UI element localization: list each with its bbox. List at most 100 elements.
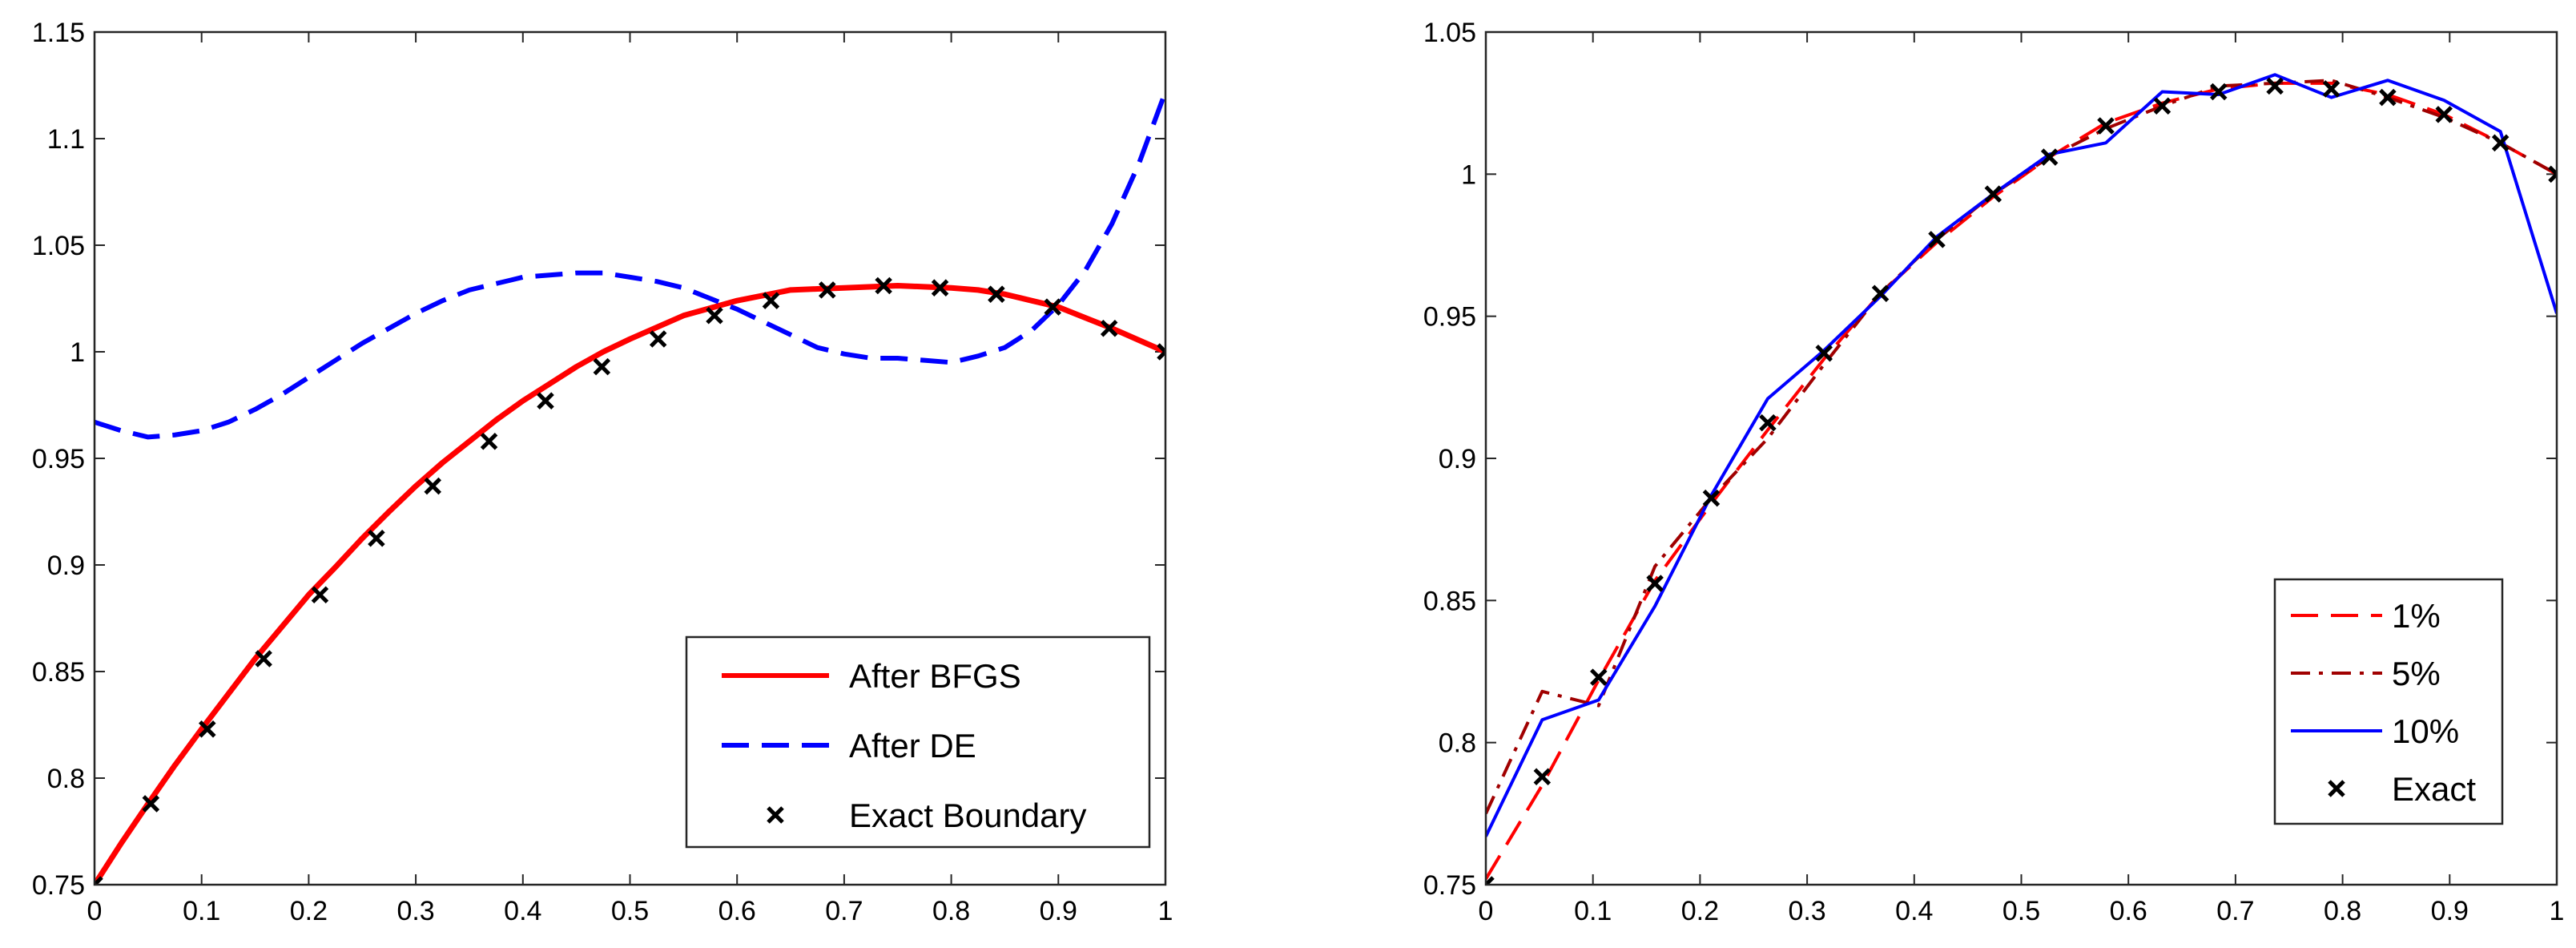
x-tick-label: 0.6 — [2110, 896, 2147, 926]
x-tick-label: 0.7 — [825, 896, 863, 926]
series-10-percent-line — [1486, 73, 2557, 837]
data-point-marker — [1533, 768, 1552, 785]
data-point-marker — [706, 307, 723, 325]
y-tick-label: 0.95 — [32, 444, 85, 474]
data-point-marker — [593, 357, 611, 376]
series-after-bfgs-line — [95, 283, 1165, 885]
y-tick-label: 1 — [70, 337, 85, 368]
series-5-percent-line — [1486, 79, 2557, 815]
data-point-marker — [649, 330, 667, 348]
legend-label-5-percent: 5% — [2392, 655, 2441, 692]
x-tick-label: 0.3 — [396, 896, 434, 926]
legend-label-after-de: After DE — [849, 727, 976, 764]
series-exact-markers — [1486, 77, 2557, 885]
series-layer — [1486, 73, 2557, 885]
data-point-marker — [311, 586, 329, 604]
y-tick-label: 1.1 — [47, 124, 85, 155]
series-1-percent-line — [1486, 81, 2557, 880]
x-tick-label: 0.1 — [183, 896, 220, 926]
data-point-marker — [1486, 876, 1495, 885]
y-tick-label: 1.05 — [1423, 18, 1476, 48]
data-point-marker — [819, 281, 836, 299]
y-tick-label: 0.95 — [1423, 302, 1476, 333]
axes: 0 0.1 0.2 0.3 0.4 0.5 0.6 0.7 0.8 0.9 1 0.75 0.8 0.85… — [32, 18, 1173, 926]
data-point-marker — [931, 279, 949, 297]
plot-frame — [93, 30, 1167, 886]
data-point-marker — [1157, 343, 1165, 361]
legend-label-after-bfgs: After BFGS — [849, 657, 1021, 695]
series-layer — [95, 91, 1165, 885]
data-point-marker — [199, 720, 216, 738]
y-tick-label: 0.9 — [1439, 444, 1476, 474]
data-point-marker — [2435, 106, 2453, 123]
y-tick-label: 0.8 — [1439, 728, 1476, 759]
y-tick-label: 0.75 — [1423, 870, 1476, 901]
data-point-marker — [2379, 88, 2397, 107]
x-tick-label: 1 — [1158, 896, 1173, 926]
series-exact-boundary-markers — [95, 276, 1165, 885]
x-tick-label: 0.4 — [1895, 896, 1933, 926]
x-tick-label: 0.7 — [2216, 896, 2254, 926]
y-tick-label: 0.75 — [32, 870, 85, 901]
x-tick-label: 0.5 — [2002, 896, 2040, 926]
data-point-marker — [2266, 77, 2284, 95]
x-tick-label: 0.3 — [1788, 896, 1825, 926]
y-tick-label: 1.05 — [32, 231, 85, 261]
data-point-marker — [1702, 489, 1721, 507]
data-point-marker — [1646, 575, 1664, 592]
legend-box — [685, 635, 1151, 849]
data-point-marker — [2210, 83, 2228, 101]
plot-frame — [1484, 30, 2558, 886]
data-point-marker — [2153, 97, 2171, 115]
y-tick-label: 1 — [1461, 159, 1476, 190]
legend-swatch-exact-boundary — [767, 806, 784, 824]
x-tick-label: 0.1 — [1574, 896, 1612, 926]
x-tick-label: 0.8 — [2324, 896, 2361, 926]
y-tick-label: 0.85 — [1423, 586, 1476, 616]
data-point-marker — [2322, 80, 2341, 98]
x-tick-label: 0.9 — [2431, 896, 2469, 926]
axes: 0 0.1 0.2 0.3 0.4 0.5 0.6 0.7 0.8 0.9 1 0.75 0.8 0.85… — [1423, 18, 2565, 926]
x-tick-label: 0 — [1479, 896, 1494, 926]
y-tick-label: 1.15 — [32, 18, 85, 48]
right-chart-panel: 0 0.1 0.2 0.3 0.4 0.5 0.6 0.7 0.8 0.9 1 0.75 0.8 0.85… — [1423, 18, 2565, 926]
data-point-marker — [762, 292, 780, 309]
x-tick-label: 1 — [2550, 896, 2565, 926]
data-point-marker — [2097, 117, 2115, 135]
data-point-marker — [142, 795, 160, 813]
data-point-marker — [1871, 284, 1890, 303]
data-point-marker — [2040, 148, 2059, 166]
left-chart-panel: 0 0.1 0.2 0.3 0.4 0.5 0.6 0.7 0.8 0.9 1 0.75 0.8 0.85… — [32, 18, 1173, 926]
data-point-marker — [1100, 319, 1118, 337]
x-tick-label: 0.5 — [611, 896, 649, 926]
y-tick-label: 0.85 — [32, 657, 85, 688]
legend: 1% 5% 10% Exact — [2273, 578, 2504, 825]
legend-label-1-percent: 1% — [2392, 597, 2441, 635]
data-point-marker — [1815, 345, 1833, 362]
data-point-marker — [95, 876, 103, 885]
data-point-marker — [1928, 231, 1946, 248]
y-tick-label: 0.9 — [47, 551, 85, 581]
legend-label-exact: Exact — [2392, 770, 2476, 808]
legend-box — [2273, 578, 2504, 825]
x-tick-label: 0 — [87, 896, 103, 926]
data-point-marker — [1759, 413, 1777, 432]
x-tick-label: 0.9 — [1040, 896, 1077, 926]
data-point-marker — [1044, 298, 1061, 316]
legend-label-10-percent: 10% — [2392, 712, 2459, 750]
data-point-marker — [255, 650, 272, 668]
data-point-marker — [2491, 134, 2510, 152]
x-tick-label: 0.2 — [1681, 896, 1719, 926]
data-point-marker — [1984, 185, 2002, 203]
x-tick-label: 0.2 — [290, 896, 328, 926]
x-tick-label: 0.6 — [718, 896, 756, 926]
data-point-marker — [424, 477, 441, 495]
x-tick-label: 0.4 — [504, 896, 541, 926]
data-point-marker — [537, 392, 554, 409]
data-point-marker — [2548, 165, 2557, 184]
data-point-marker — [875, 276, 892, 295]
data-point-marker — [480, 432, 498, 450]
legend-label-exact-boundary: Exact Boundary — [849, 797, 1087, 834]
data-point-marker — [1590, 668, 1608, 686]
